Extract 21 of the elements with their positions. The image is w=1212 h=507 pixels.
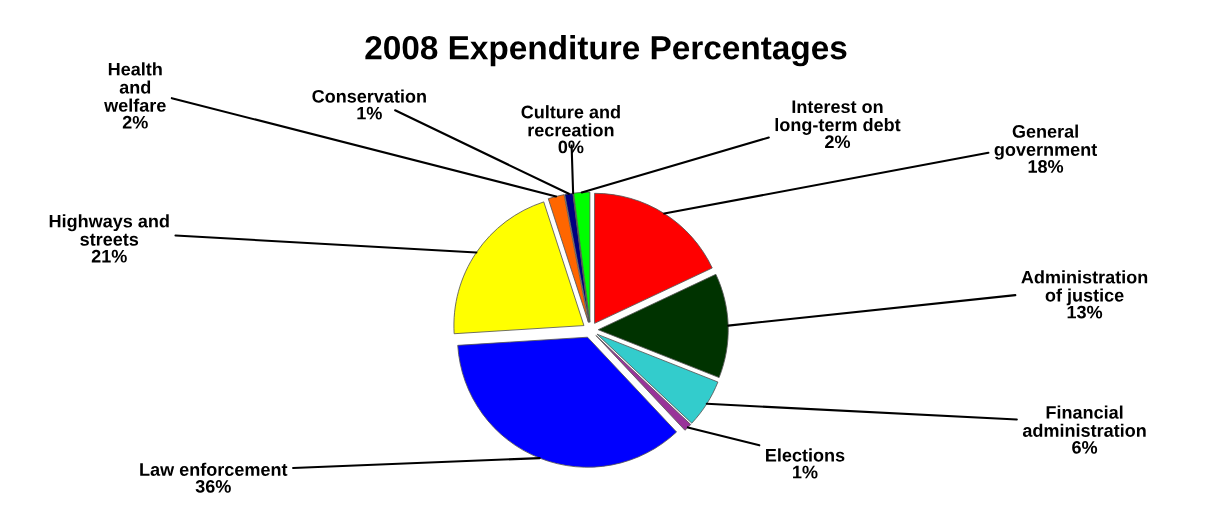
slice-label: Conservation xyxy=(312,89,426,103)
data-label: 36% xyxy=(195,479,231,493)
slice-label: Financial administration xyxy=(1022,405,1146,437)
slice-label: Highways and streets xyxy=(49,214,169,246)
data-label: 6% xyxy=(1072,440,1098,454)
data-label: 21% xyxy=(91,249,127,263)
data-label: 1% xyxy=(793,465,818,479)
data-label: 2% xyxy=(825,135,851,149)
chart-title: 2008 Expenditure Percentages xyxy=(365,35,847,67)
slice-label: Administration of justice xyxy=(1021,270,1148,306)
data-label: 2% xyxy=(122,115,148,129)
category-label: Culture and recreation xyxy=(521,105,620,137)
slice-label: Interest on long-term debt xyxy=(775,100,901,135)
slice-label: Health and welfare xyxy=(104,62,166,112)
data-label: 18% xyxy=(1028,160,1064,173)
slice-label: General government xyxy=(994,124,1097,160)
data-label: 1% xyxy=(357,106,382,120)
slice-label: Law enforcement xyxy=(140,462,288,476)
slice-label: Elections xyxy=(766,448,845,462)
data-label: 13% xyxy=(1067,305,1103,319)
text: 0% xyxy=(558,140,584,154)
